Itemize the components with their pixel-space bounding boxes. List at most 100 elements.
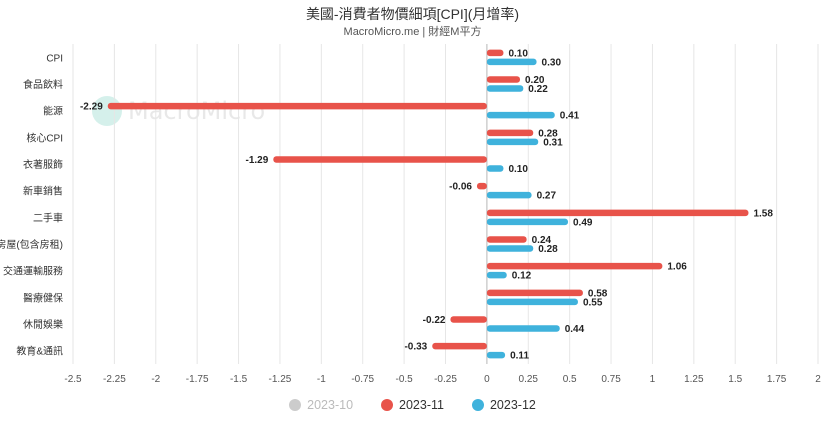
legend-dot-icon [289,399,302,411]
data-label: 0.49 [573,217,593,228]
x-tick-label: 0.25 [519,374,539,385]
data-label: 0.31 [543,137,563,148]
x-tick-label: 1.5 [728,374,742,385]
x-tick-label: 0 [484,374,490,385]
macromicro-logo-icon [92,96,122,126]
x-tick-label: 1.75 [767,374,787,385]
x-axis-ticks: -2.5 -2.25 -2 -1.75 -1.5 -1.25 -1 -0.75 -0.5 -0.2… [64,374,821,385]
x-tick-label: -0.25 [434,374,457,385]
category-label: 房屋(包含房租) [0,238,63,251]
bar [486,245,534,252]
category-label: 休閒娛樂 [23,318,63,331]
data-label: 0.58 [588,288,608,299]
bar [486,49,504,57]
data-label: 0.11 [510,351,529,362]
data-label: -2.29 [80,102,103,113]
legend: 2023-10 2023-11 2023-12 [0,398,825,412]
data-label: 0.10 [508,164,528,175]
x-tick-label: -1 [317,374,326,385]
bar [486,191,532,199]
x-tick-label: 1 [650,374,656,385]
bar [450,316,487,323]
chart-title: 美國-消費者物價細項[CPI](月增率) [305,6,520,22]
bar [476,182,487,190]
legend-label: 2023-12 [489,398,536,412]
bar [486,298,578,306]
bar [486,209,749,217]
bar [486,351,506,359]
data-label: 0.41 [560,111,580,122]
data-labels: 0.10 0.30 0.200.22 -2.29 0.410.280.31 -1.29 0.… [80,48,773,361]
data-label: -1.29 [246,155,269,166]
data-label: 0.10 [508,48,528,59]
bar [486,262,663,270]
category-label: 教育&通訊 [16,345,63,358]
data-label: 0.20 [525,75,545,86]
data-label: 0.30 [542,57,562,68]
bar [432,342,487,350]
x-tick-label: -2 [151,374,160,385]
category-label: 食品飲料 [23,78,63,91]
data-label: -0.22 [423,315,446,326]
chart-subtitle: MacroMicro.me | 財經M平方 [343,26,482,38]
category-label: 衣著服飾 [23,158,63,171]
x-tick-label: -1.75 [186,374,209,385]
legend-item[interactable]: 2023-12 [471,398,536,412]
data-label: 0.22 [528,84,548,95]
legend-dot-icon [471,399,484,411]
x-tick-label: 0.75 [601,374,621,385]
data-label: -0.33 [404,342,427,353]
data-label: 1.58 [753,208,773,219]
x-tick-label: 2 [815,374,821,385]
bar [486,58,537,66]
bar [486,111,555,119]
x-tick-label: -2.5 [64,374,82,385]
bar [486,138,539,146]
x-tick-label: 0.5 [563,374,577,385]
bar [486,165,504,172]
data-label: 0.24 [532,235,552,246]
x-tick-label: 1.25 [684,374,704,385]
data-label: 0.55 [583,297,603,308]
grid-lines [72,44,819,364]
watermark-text: MacroMicro [128,97,266,125]
bar [107,102,487,110]
bar [486,236,527,243]
x-tick-label: -1.5 [230,374,248,385]
data-label: 0.44 [565,324,585,335]
legend-item[interactable]: 2023-10 [289,398,353,412]
category-label: 交通運輸服務 [3,265,63,278]
bars [107,49,749,359]
bar [486,129,534,137]
watermark: MacroMicro [92,96,265,126]
bar [486,325,560,332]
bar [486,85,524,92]
category-label: 新車銷售 [23,185,63,198]
bar [486,218,569,226]
data-label: 0.28 [538,128,558,139]
x-tick-label: -1.25 [269,374,292,385]
bar [486,271,507,279]
legend-dot-icon [381,399,394,411]
bar [486,76,520,83]
legend-label: 2023-11 [399,398,444,412]
data-label: 0.27 [537,191,557,202]
bar [486,289,583,297]
x-tick-label: -0.75 [351,374,374,385]
bar [273,156,487,163]
category-label: 能源 [43,105,63,118]
data-label: 1.06 [667,262,687,273]
x-tick-label: -2.25 [103,374,126,385]
legend-item[interactable]: 2023-11 [381,398,444,412]
data-label: -0.06 [449,182,472,193]
category-label: 醫療健保 [23,291,63,304]
x-tick-label: -0.5 [395,374,413,385]
data-label: 0.12 [512,271,532,282]
category-label: 核心CPI [26,131,63,144]
legend-label: 2023-10 [307,398,354,412]
category-label: 二手車 [33,211,63,224]
category-label: CPI [46,53,63,64]
